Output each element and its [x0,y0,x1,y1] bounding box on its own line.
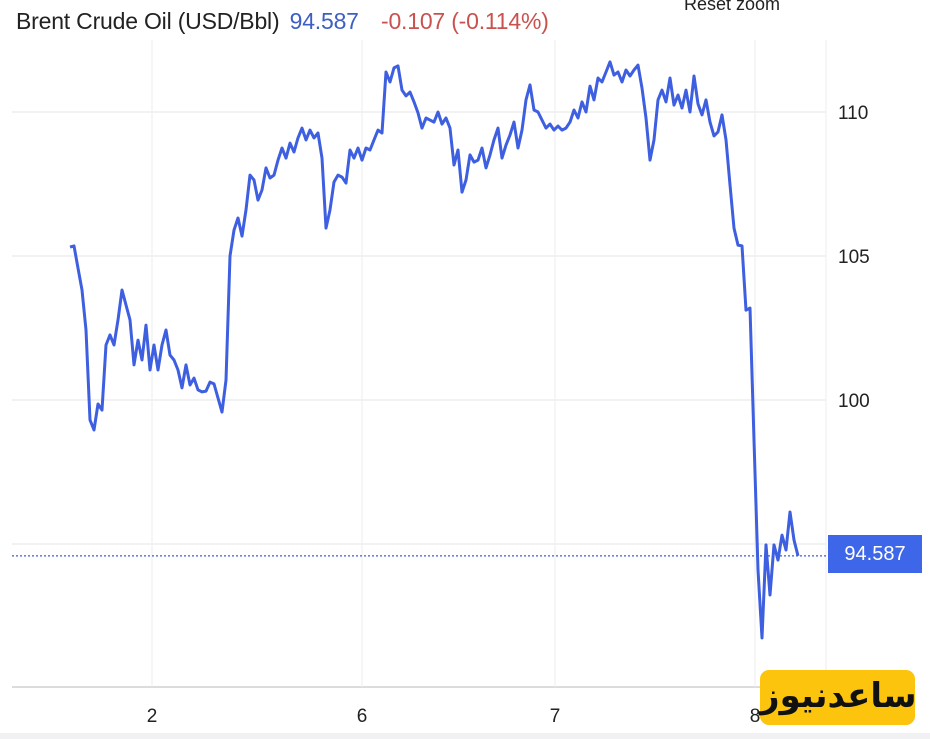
y-tick-label: 105 [838,247,870,268]
price-change: -0.107 (-0.114%) [380,8,549,34]
chart-title: Brent Crude Oil (USD/Bbl) 94.587 -0.107 … [16,8,549,35]
reset-zoom-button[interactable]: Reset zoom [684,0,780,15]
scrollbar-track[interactable] [0,733,930,739]
current-price: 94.587 [289,8,359,34]
x-tick-label: 2 [147,706,158,727]
watermark-logo: ساعدنیوز [760,670,917,725]
x-tick-label: 8 [750,706,761,727]
y-tick-label: 110 [838,103,868,124]
x-tick-label: 7 [550,706,561,727]
price-series-line [69,60,800,640]
x-tick-label: 6 [357,706,368,727]
y-tick-label: 100 [838,391,870,412]
last-price-tag: 94.587 [828,535,922,573]
instrument-name: Brent Crude Oil (USD/Bbl) [16,8,280,34]
